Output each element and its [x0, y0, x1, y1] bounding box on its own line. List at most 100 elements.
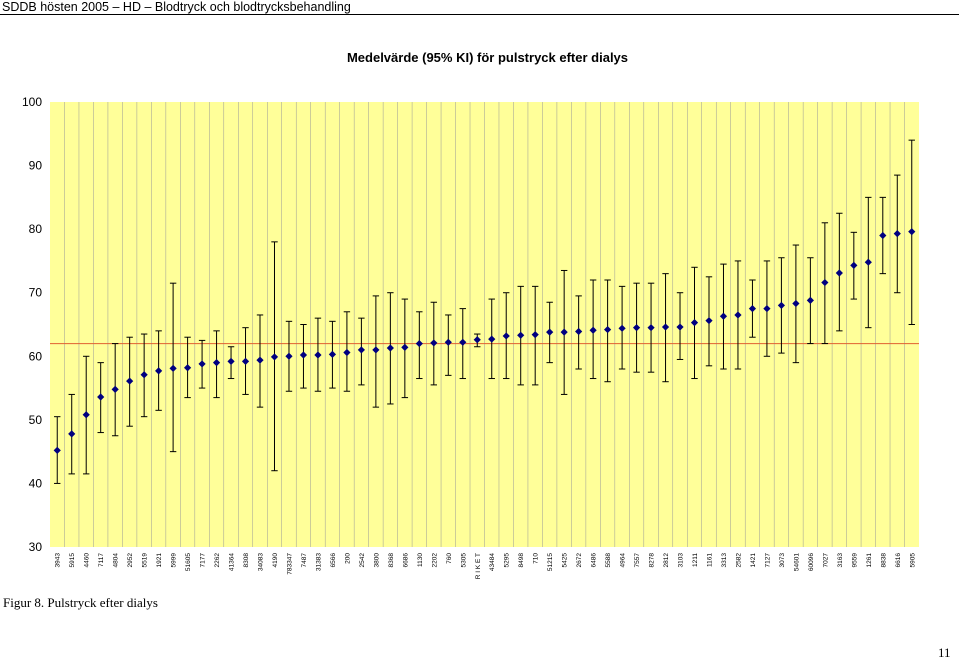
mean-marker [68, 430, 76, 438]
x-tick-label: 1161 [706, 553, 713, 567]
mean-marker [328, 350, 337, 358]
mean-marker [444, 338, 452, 346]
x-tick-label: 1421 [750, 553, 757, 568]
x-tick-label: 783347 [286, 553, 293, 575]
x-tick-label: 3943 [55, 553, 62, 568]
y-tick-label: 70 [29, 286, 43, 300]
mean-marker [343, 348, 351, 357]
x-tick-label: 8498 [518, 553, 525, 568]
mean-marker [386, 344, 394, 352]
x-tick-label: 2262 [214, 553, 221, 568]
x-tick-label: 3163 [837, 553, 844, 568]
x-tick-label: 6566 [330, 553, 337, 568]
mean-marker [908, 228, 916, 236]
x-tick-label: 8278 [649, 553, 656, 568]
mean-marker [502, 332, 510, 340]
mean-marker [241, 357, 250, 365]
y-tick-label: 60 [29, 349, 43, 363]
x-tick-label: 5295 [504, 553, 511, 568]
mean-marker [560, 328, 568, 336]
mean-marker [517, 331, 525, 339]
mean-marker [690, 318, 699, 327]
x-tick-label: 60096 [808, 553, 815, 571]
x-tick-label: 8368 [388, 553, 395, 568]
x-tick-label: 2672 [576, 553, 583, 568]
x-tick-label: 5588 [605, 553, 612, 568]
mean-marker [299, 351, 308, 359]
mean-marker [314, 351, 322, 359]
chart-title: Medelvärde (95% KI) för pulstryck efter … [346, 50, 629, 65]
y-tick-label: 30 [29, 540, 43, 554]
mean-marker [763, 305, 771, 313]
mean-marker [372, 346, 380, 354]
x-tick-label: 7557 [634, 553, 641, 568]
y-tick-label: 50 [29, 413, 43, 427]
mean-marker [285, 352, 293, 360]
x-tick-label: 4460 [84, 553, 91, 568]
x-tick-label: R I K E T [475, 553, 482, 579]
page-number: 11 [938, 645, 951, 660]
x-tick-label: 51605 [185, 553, 192, 571]
mean-marker [82, 411, 90, 419]
mean-marker [169, 364, 177, 372]
mean-marker [821, 278, 829, 287]
mean-marker [212, 359, 221, 367]
mean-marker [357, 346, 365, 354]
mean-marker [473, 336, 481, 344]
mean-marker [879, 231, 887, 240]
y-axis-ticks: 30 40 50 60 70 80 90 100 [22, 95, 42, 554]
mean-marker [661, 323, 670, 331]
x-tick-label: 7487 [301, 553, 308, 568]
x-tick-label: 4804 [113, 553, 120, 568]
mean-marker [126, 377, 134, 385]
mean-marker [155, 367, 163, 375]
x-tick-label: 3103 [678, 553, 685, 568]
mean-marker [589, 326, 597, 334]
document-header: SDDB hösten 2005 – HD – Blodtryck och bl… [2, 0, 351, 14]
x-tick-label: 51215 [547, 553, 554, 571]
x-tick-label: 2582 [735, 553, 742, 568]
mean-marker [183, 364, 192, 372]
chart: 30 40 50 60 70 80 90 100 3943 5915 4460 7117 4804 29… [22, 95, 919, 580]
x-tick-label: 1130 [417, 553, 424, 567]
x-axis-ticks: 3943 5915 4460 7117 4804 2952 5519 1921 5999 5160… [55, 553, 917, 580]
x-tick-label: 31383 [315, 553, 322, 571]
x-tick-label: 5905 [909, 553, 916, 568]
x-tick-label: 43484 [489, 553, 496, 571]
x-tick-label: 5305 [460, 553, 467, 568]
x-tick-label: 54601 [793, 553, 800, 571]
x-tick-label: 3073 [779, 553, 786, 568]
x-tick-label: 8308 [243, 553, 250, 568]
mean-marker [198, 360, 206, 368]
mean-marker [893, 229, 901, 238]
y-tick-label: 90 [29, 159, 43, 173]
y-tick-label: 100 [22, 95, 42, 109]
mean-marker [575, 327, 583, 336]
x-tick-label: 6616 [895, 553, 902, 568]
mean-marker [647, 324, 655, 332]
mean-marker [604, 325, 612, 334]
mean-marker [792, 299, 800, 308]
x-tick-label: 4964 [620, 553, 627, 568]
x-tick-label: 7177 [200, 553, 207, 568]
x-tick-label: 200 [344, 553, 351, 564]
x-tick-label: 1261 [866, 553, 873, 568]
y-tick-label: 40 [29, 476, 43, 490]
x-tick-label: 5519 [142, 553, 149, 568]
x-tick-label: 3800 [373, 553, 380, 568]
x-tick-label: 7117 [98, 553, 105, 567]
x-tick-label: 5999 [171, 553, 178, 568]
x-tick-label: 1921 [156, 553, 163, 568]
x-tick-label: 3313 [721, 553, 728, 568]
x-tick-label: 34083 [258, 553, 265, 571]
mean-marker [53, 446, 61, 454]
mean-marker [111, 385, 119, 393]
mean-marker [618, 324, 626, 332]
mean-marker [415, 339, 423, 348]
mean-marker [97, 393, 105, 401]
grid-lines [64, 102, 905, 547]
mean-marker [806, 296, 814, 304]
x-tick-label: 1211 [692, 553, 699, 567]
mean-marker [227, 357, 235, 365]
mean-marker [546, 328, 554, 336]
